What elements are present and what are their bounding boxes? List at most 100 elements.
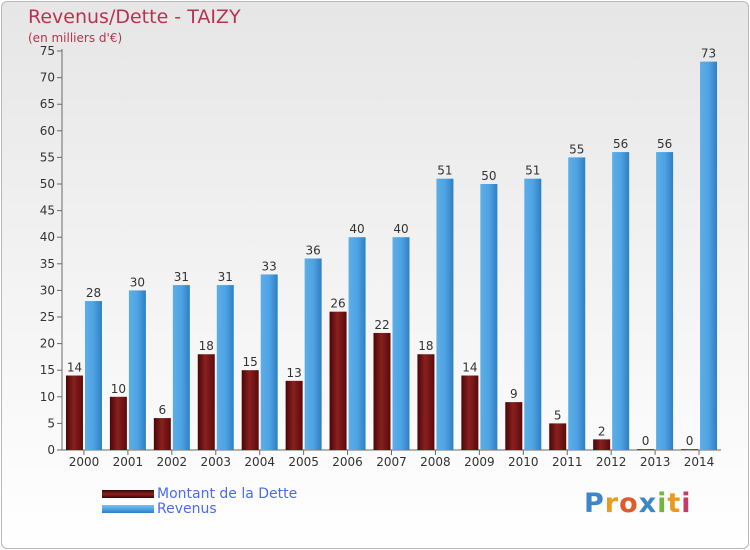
legend-label-debt: Montant de la Dette xyxy=(157,486,298,502)
debt-value-label: 18 xyxy=(418,339,433,353)
y-tick-label: 40 xyxy=(40,230,55,244)
debt-value-label: 26 xyxy=(330,297,345,311)
debt-bar xyxy=(329,311,347,450)
debt-value-label: 6 xyxy=(159,403,167,417)
x-tick-label: 2002 xyxy=(157,455,188,469)
y-tick-label: 30 xyxy=(40,283,55,297)
logo-letter: i xyxy=(657,488,668,519)
x-tick-label: 2005 xyxy=(288,455,319,469)
chart-subtitle: (en milliers d'€) xyxy=(28,31,123,45)
revenue-bar xyxy=(304,258,322,450)
logo-letter: t xyxy=(667,488,682,519)
debt-value-label: 18 xyxy=(199,339,214,353)
debt-value-label: 15 xyxy=(243,355,258,369)
revenue-bar xyxy=(480,184,498,450)
logo-letter: r xyxy=(604,488,620,519)
logo-letter: o xyxy=(619,488,639,519)
y-tick-label: 55 xyxy=(40,150,55,164)
revenue-bar xyxy=(216,285,234,450)
chart-title: Revenus/Dette - TAIZY xyxy=(28,6,241,28)
revenue-bar xyxy=(656,152,674,450)
revenue-value-label: 33 xyxy=(262,259,277,273)
y-tick-label: 75 xyxy=(40,44,55,58)
revenue-bar xyxy=(348,237,366,450)
x-tick-label: 2009 xyxy=(464,455,495,469)
x-tick-label: 2011 xyxy=(552,455,583,469)
revenue-value-label: 51 xyxy=(525,164,540,178)
revenue-bar xyxy=(524,178,542,450)
revenue-value-label: 40 xyxy=(393,222,408,236)
debt-bar xyxy=(505,402,523,450)
x-tick-label: 2001 xyxy=(113,455,144,469)
debt-bar xyxy=(109,396,127,450)
y-tick-label: 20 xyxy=(40,337,55,351)
debt-bar xyxy=(593,439,611,450)
x-tick-label: 2010 xyxy=(508,455,539,469)
debt-bar xyxy=(285,380,303,450)
revenue-bar xyxy=(612,152,630,450)
x-tick-label: 2012 xyxy=(596,455,627,469)
y-tick-label: 10 xyxy=(40,390,55,404)
debt-bar xyxy=(637,449,655,450)
revenue-value-label: 51 xyxy=(437,164,452,178)
x-tick-label: 2007 xyxy=(376,455,407,469)
y-tick-label: 60 xyxy=(40,124,55,138)
y-tick-label: 35 xyxy=(40,257,55,271)
revenue-bar xyxy=(392,237,410,450)
revenue-bar xyxy=(568,157,586,450)
y-tick-label: 5 xyxy=(47,416,55,430)
revenue-value-label: 56 xyxy=(657,137,672,151)
y-tick-label: 25 xyxy=(40,310,55,324)
revenue-value-label: 28 xyxy=(86,286,101,300)
revenue-bar xyxy=(172,285,190,450)
y-tick-label: 65 xyxy=(40,97,55,111)
revenue-value-label: 55 xyxy=(569,142,584,156)
legend-label-revenue: Revenus xyxy=(157,501,217,517)
debt-bar xyxy=(373,332,391,450)
revenue-value-label: 30 xyxy=(130,275,145,289)
debt-value-label: 10 xyxy=(111,382,126,396)
y-tick-label: 15 xyxy=(40,363,55,377)
revenue-value-label: 50 xyxy=(481,169,496,183)
debt-bar xyxy=(549,423,567,450)
revenue-value-label: 31 xyxy=(218,270,233,284)
legend-swatch-debt xyxy=(102,490,154,498)
debt-bar xyxy=(153,418,171,450)
revenue-value-label: 56 xyxy=(613,137,628,151)
legend-swatch-revenue xyxy=(102,505,154,513)
debt-value-label: 2 xyxy=(598,424,606,438)
x-tick-label: 2013 xyxy=(640,455,671,469)
revenue-value-label: 73 xyxy=(701,47,716,61)
debt-value-label: 14 xyxy=(462,361,477,375)
debt-value-label: 14 xyxy=(67,361,82,375)
revenue-value-label: 40 xyxy=(349,222,364,236)
x-tick-label: 2006 xyxy=(332,455,363,469)
revenue-value-label: 31 xyxy=(174,270,189,284)
y-tick-label: 0 xyxy=(47,443,55,457)
y-tick-label: 50 xyxy=(40,177,55,191)
proxiti-logo: Proxiti xyxy=(584,488,692,519)
revenue-bar xyxy=(700,61,718,450)
debt-bar xyxy=(461,375,479,450)
y-tick-label: 70 xyxy=(40,71,55,85)
logo-letter: x xyxy=(638,488,658,519)
x-tick-label: 2000 xyxy=(69,455,100,469)
revenue-bar xyxy=(260,274,278,450)
debt-bar xyxy=(197,354,215,450)
logo-letter: P xyxy=(584,488,605,519)
x-tick-label: 2014 xyxy=(684,455,715,469)
debt-value-label: 22 xyxy=(374,318,389,332)
x-tick-label: 2004 xyxy=(244,455,275,469)
revenue-bar xyxy=(436,178,454,450)
x-tick-label: 2008 xyxy=(420,455,451,469)
debt-bar xyxy=(65,375,83,450)
debt-value-label: 9 xyxy=(510,387,518,401)
debt-bar xyxy=(681,449,699,450)
revenue-bar xyxy=(84,301,102,450)
debt-bar xyxy=(241,370,259,450)
logo-letter: i xyxy=(681,488,692,519)
revenue-bar xyxy=(128,290,146,450)
y-tick-label: 45 xyxy=(40,204,55,218)
